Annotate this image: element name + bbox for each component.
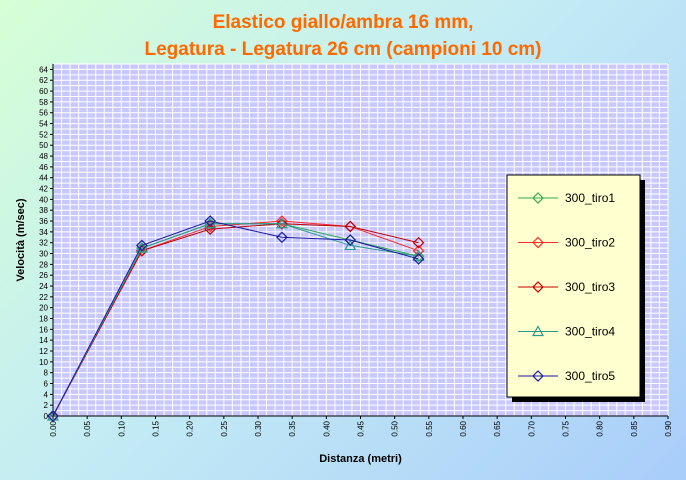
data-point-marker — [532, 370, 544, 382]
data-point-marker — [47, 410, 59, 422]
x-tick-label: 0.90 — [664, 420, 673, 436]
y-tick-label: 28 — [39, 260, 48, 269]
data-point-marker — [276, 231, 288, 244]
y-tick-label: 60 — [39, 87, 48, 96]
x-tick-label: 0.20 — [186, 420, 195, 436]
x-tick-label: 0.50 — [391, 420, 400, 436]
data-point-marker — [275, 217, 288, 229]
x-tick-label: 0.45 — [357, 420, 366, 436]
y-tick-label: 54 — [39, 120, 48, 129]
legend-box — [506, 174, 641, 398]
legend: 300_tiro1 300_tiro2 300_tiro3 300_tiro4 300_… — [506, 174, 645, 402]
x-tick-label: 0.80 — [596, 420, 605, 436]
data-point-marker — [532, 236, 544, 249]
data-point-marker — [344, 220, 357, 233]
y-tick-label: 10 — [39, 358, 48, 367]
x-tick-label: 0.70 — [527, 420, 536, 436]
y-tick-label: 0 — [44, 412, 49, 421]
x-axis-label: Distanza (metri) — [319, 453, 402, 465]
x-tick-label: 0.55 — [425, 420, 434, 436]
x-tick-label: 0.85 — [630, 420, 639, 436]
y-tick-label: 24 — [39, 282, 48, 291]
chart-subtitle: Legatura - Legatura 26 cm (campioni 10 c… — [144, 39, 542, 60]
y-tick-label: 64 — [39, 65, 48, 74]
data-point-marker — [46, 409, 60, 421]
y-tick-label: 48 — [39, 152, 48, 161]
x-tick-label: 0.75 — [562, 420, 571, 436]
chart-title: Elastico giallo/ambra 16 mm, — [212, 12, 474, 33]
series-line — [52, 220, 419, 417]
data-point-marker — [532, 281, 544, 293]
x-tick-label: 0.65 — [493, 420, 502, 436]
y-tick-label: 22 — [39, 293, 48, 302]
y-tick-label: 14 — [39, 336, 48, 345]
y-tick-label: 50 — [39, 141, 48, 150]
y-tick-label: 32 — [39, 239, 48, 248]
data-point-marker — [276, 215, 288, 227]
y-tick-label: 52 — [39, 130, 48, 139]
y-tick-label: 38 — [39, 206, 48, 215]
series-line — [52, 223, 419, 417]
data-point-marker — [344, 234, 357, 246]
y-tick-label: 8 — [44, 369, 49, 378]
y-tick-label: 4 — [44, 390, 49, 399]
y-tick-label: 58 — [39, 98, 48, 107]
data-point-marker — [204, 215, 217, 227]
y-tick-label: 26 — [39, 271, 48, 280]
legend-label: 300_tiro3 — [565, 280, 615, 294]
data-point-marker — [532, 192, 544, 204]
y-tick-label: 6 — [44, 380, 49, 389]
y-tick-label: 30 — [39, 250, 48, 259]
legend-label: 300_tiro2 — [565, 236, 615, 250]
y-tick-label: 62 — [39, 76, 48, 85]
y-tick-label: 40 — [39, 195, 48, 204]
data-point-marker — [344, 239, 357, 251]
x-tick-label: 0.35 — [288, 420, 297, 436]
x-tick-label: 0.10 — [117, 420, 126, 436]
y-tick-label: 18 — [39, 315, 48, 324]
x-tick-label: 0.60 — [459, 420, 468, 436]
series-300_tiro5 — [47, 215, 425, 422]
y-axis-label: Velocità (m/sec) — [15, 198, 27, 281]
legend-label: 300_tiro4 — [565, 325, 615, 339]
y-tick-label: 46 — [39, 163, 48, 172]
x-tick-label: 0.30 — [254, 420, 263, 436]
x-tick-label: 0.05 — [83, 420, 92, 436]
data-point-marker — [412, 253, 425, 265]
x-tick-label: 0.25 — [220, 420, 229, 436]
data-point-marker — [531, 325, 545, 337]
y-tick-label: 2 — [44, 401, 49, 410]
y-tick-label: 44 — [39, 174, 48, 183]
series-line — [52, 223, 419, 417]
data-point-marker — [135, 239, 148, 252]
data-point-marker — [412, 236, 425, 249]
y-tick-label: 34 — [39, 228, 48, 237]
y-tick-label: 20 — [39, 304, 48, 313]
y-tick-label: 42 — [39, 185, 48, 194]
data-point-marker — [412, 250, 425, 263]
x-tick-label: 0.15 — [152, 420, 161, 436]
y-tick-label: 56 — [39, 109, 48, 118]
y-tick-label: 12 — [39, 347, 48, 356]
legend-label: 300_tiro1 — [565, 191, 615, 205]
x-tick-label: 0.40 — [322, 420, 331, 436]
x-tick-label: 0.00 — [49, 420, 58, 436]
legend-label: 300_tiro5 — [565, 369, 615, 383]
data-point-marker — [276, 217, 288, 230]
y-tick-label: 16 — [39, 325, 48, 334]
y-tick-label: 36 — [39, 217, 48, 226]
